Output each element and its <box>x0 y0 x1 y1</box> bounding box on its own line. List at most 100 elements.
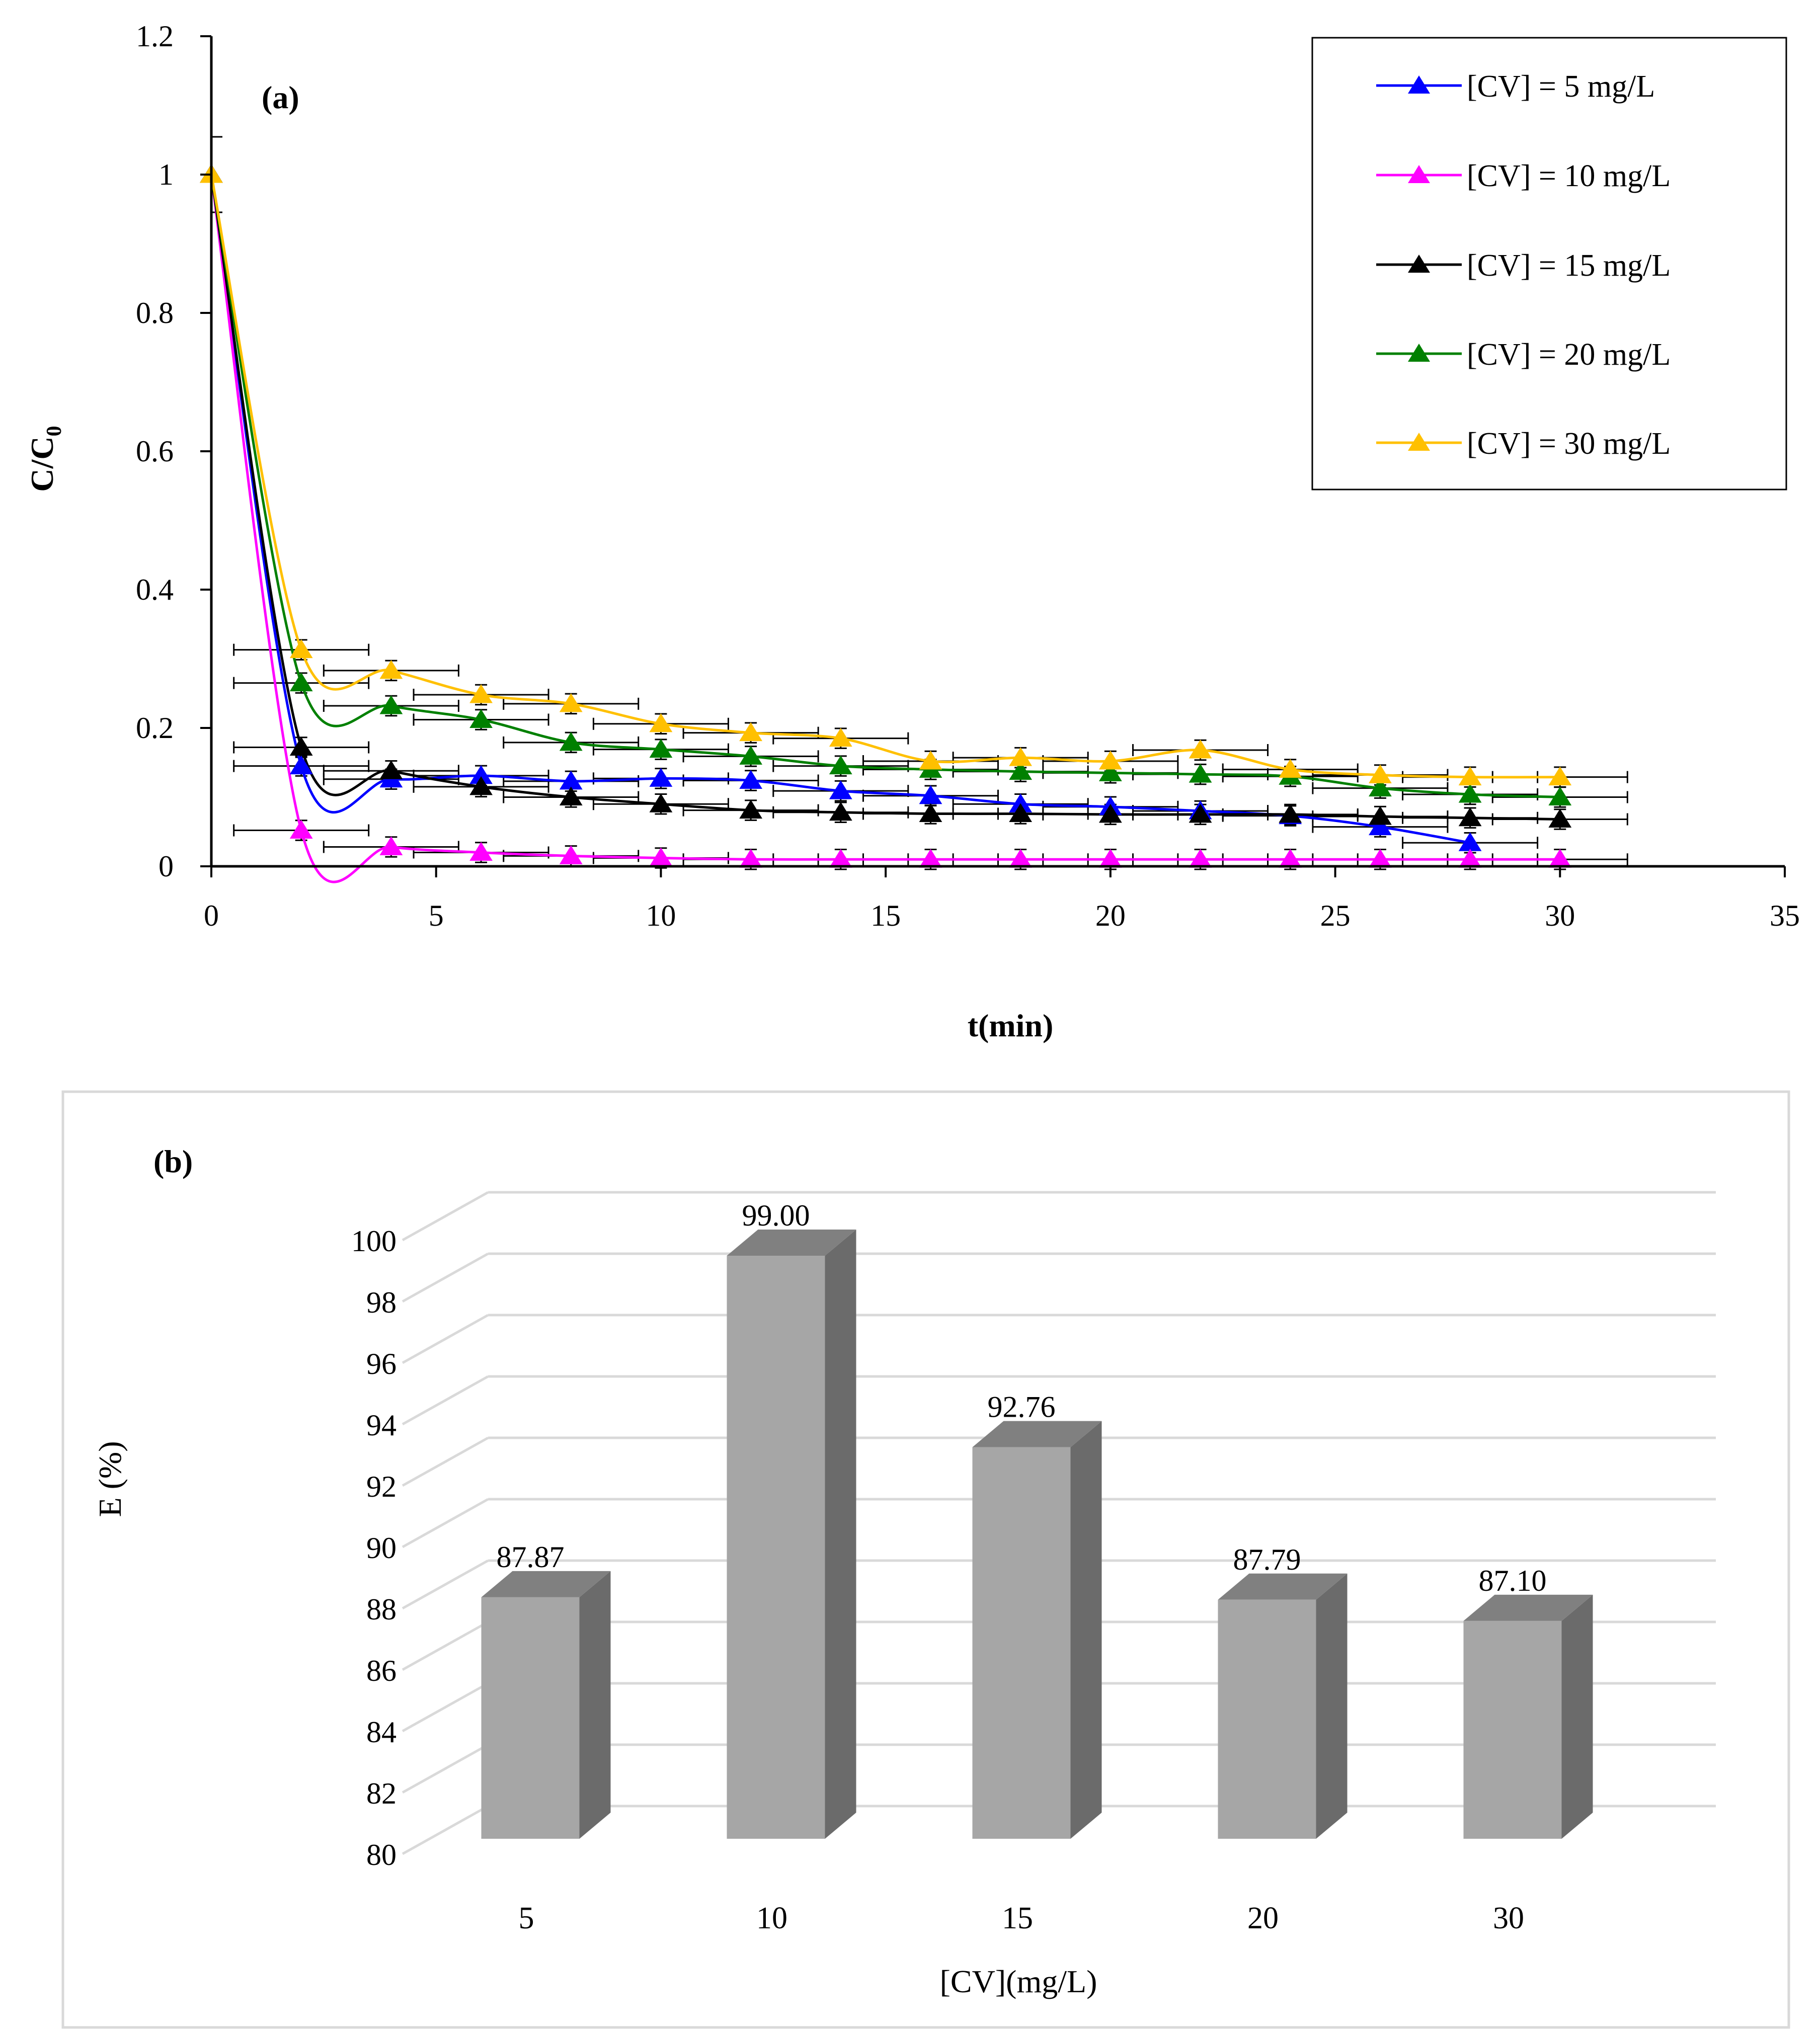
a-y-tick-label: 1.2 <box>136 20 174 53</box>
b-y-tick-label: 86 <box>366 1654 397 1687</box>
b-y-tick-label: 90 <box>366 1531 397 1565</box>
a-x-tick-label: 20 <box>1095 899 1126 932</box>
a-data-point <box>1279 759 1302 778</box>
b-y-tick-label: 96 <box>366 1347 397 1380</box>
b-gridline-side <box>402 1805 489 1855</box>
b-x-tick-label: 15 <box>1002 1901 1033 1935</box>
b-bar-side <box>825 1230 856 1839</box>
b-y-axis-title: E (%) <box>92 1441 128 1517</box>
a-legend-label: [CV] = 30 mg/L <box>1467 427 1671 461</box>
a-data-point <box>559 693 583 712</box>
b-bar-top <box>1218 1573 1348 1600</box>
a-data-point <box>1369 806 1392 825</box>
a-data-point <box>649 739 673 758</box>
b-gridline-side <box>402 1682 489 1733</box>
a-data-point <box>1279 803 1302 823</box>
a-data-point <box>739 746 763 765</box>
b-bar-front <box>972 1447 1071 1839</box>
a-data-point <box>379 836 403 855</box>
a-data-point <box>379 660 403 679</box>
b-bar-value-label: 87.10 <box>1479 1564 1547 1597</box>
a-legend-label: [CV] = 5 mg/L <box>1467 69 1655 104</box>
b-y-tick-label: 82 <box>366 1777 397 1810</box>
a-data-point <box>289 755 313 775</box>
a-data-point <box>739 722 763 742</box>
a-data-point <box>649 768 673 787</box>
a-data-point <box>1189 764 1212 783</box>
a-y-tick-label: 0.2 <box>136 711 174 745</box>
a-data-point <box>469 684 493 703</box>
a-y-tick-label: 0.8 <box>136 296 174 330</box>
b-bar: 99.00 <box>727 1199 856 1839</box>
a-data-point <box>1009 747 1033 766</box>
a-series-line <box>210 174 1560 883</box>
a-series-line <box>210 174 1560 779</box>
b-bar-top <box>727 1230 856 1256</box>
b-bar-side <box>579 1571 611 1839</box>
b-bar-front <box>481 1597 580 1839</box>
b-x-tick-label: 30 <box>1493 1901 1524 1935</box>
a-x-tick-label: 10 <box>646 899 676 932</box>
b-bar-value-label: 87.87 <box>497 1540 565 1574</box>
b-bar-value-label: 99.00 <box>742 1199 810 1232</box>
a-data-point <box>829 801 852 821</box>
a-legend-marker <box>1408 433 1430 451</box>
a-series-line <box>210 174 1560 821</box>
a-data-point <box>649 793 673 812</box>
a-data-point <box>559 786 583 805</box>
a-x-tick-label: 15 <box>871 899 901 932</box>
b-y-tick-label: 100 <box>351 1225 397 1258</box>
b-bar-top <box>481 1571 611 1597</box>
a-data-point <box>1098 803 1122 823</box>
b-gridline-side <box>402 1191 489 1242</box>
b-bar-front <box>1463 1620 1562 1839</box>
a-data-point <box>289 672 313 692</box>
b-gridline-side <box>402 1559 489 1610</box>
b-bar-front <box>727 1256 825 1839</box>
a-y-tick-label: 0 <box>159 850 174 883</box>
a-legend-label: [CV] = 10 mg/L <box>1467 159 1671 193</box>
a-y-tick-label: 0.4 <box>136 573 174 606</box>
b-y-tick-label: 80 <box>366 1838 397 1871</box>
b-bar-front <box>1218 1599 1316 1839</box>
a-x-tick-label: 35 <box>1770 899 1800 932</box>
a-data-point <box>1458 766 1482 786</box>
b-y-tick-label: 98 <box>366 1286 397 1319</box>
a-y-ticks: 0 0.2 0.4 0.6 0.8 1 1.2 <box>136 20 211 883</box>
b-y-tick-label: 94 <box>366 1409 397 1442</box>
a-data-point <box>829 780 852 799</box>
b-y-tick-label: 92 <box>366 1470 397 1503</box>
b-panel-label: (b) <box>153 1144 193 1179</box>
a-y-axis-title-main: C/C <box>24 436 60 492</box>
a-data-point <box>1458 784 1482 803</box>
a-panel-label: (a) <box>262 79 299 115</box>
b-gridline-side <box>402 1620 489 1671</box>
a-data-point <box>1189 740 1212 759</box>
a-data-point <box>469 709 493 728</box>
b-y-ticks: 80 82 84 86 88 90 92 94 96 98 100 <box>351 1225 397 1871</box>
a-data-point <box>1098 762 1122 781</box>
b-gridline-side <box>402 1314 489 1364</box>
a-data-point <box>289 737 313 756</box>
a-data-point <box>289 820 313 839</box>
b-bar: 87.87 <box>481 1540 611 1839</box>
a-series-lines <box>210 174 1560 883</box>
a-x-tick-label: 25 <box>1320 899 1351 932</box>
b-x-tick-label: 20 <box>1247 1901 1279 1935</box>
a-x-tick-label: 5 <box>429 899 444 932</box>
a-data-point <box>1548 808 1572 828</box>
a-data-point <box>739 799 763 819</box>
b-x-axis-title: [CV](mg/L) <box>940 1964 1097 1999</box>
a-data-point <box>1458 807 1482 827</box>
a-data-point <box>1369 777 1392 797</box>
a-data-point <box>1369 764 1392 783</box>
a-data-point <box>559 731 583 751</box>
a-x-ticks: 0 5 10 15 20 25 30 35 <box>204 866 1800 932</box>
b-bar: 87.79 <box>1218 1543 1348 1839</box>
a-legend-marker <box>1408 165 1430 183</box>
a-legend-marker <box>1408 255 1430 273</box>
a-data-point <box>289 639 313 659</box>
a-series-line <box>210 174 1560 798</box>
b-x-tick-label: 10 <box>756 1901 787 1935</box>
